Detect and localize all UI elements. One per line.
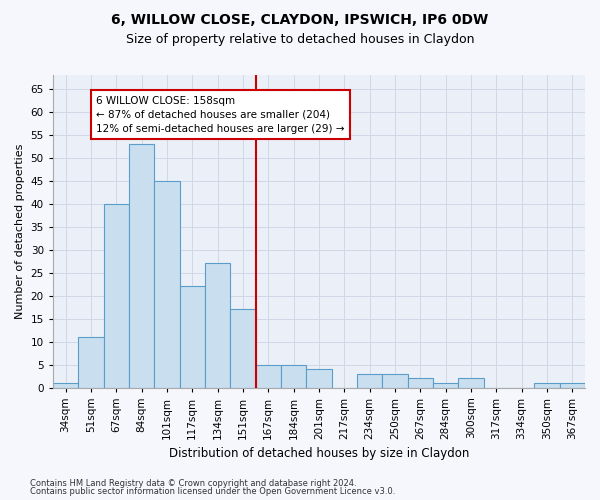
- Bar: [281, 364, 306, 388]
- Bar: [306, 369, 332, 388]
- Bar: [560, 383, 585, 388]
- Bar: [535, 383, 560, 388]
- Bar: [205, 264, 230, 388]
- Text: Contains public sector information licensed under the Open Government Licence v3: Contains public sector information licen…: [30, 488, 395, 496]
- Bar: [53, 383, 78, 388]
- Bar: [256, 364, 281, 388]
- Bar: [230, 310, 256, 388]
- Bar: [78, 337, 104, 388]
- Bar: [458, 378, 484, 388]
- Text: Contains HM Land Registry data © Crown copyright and database right 2024.: Contains HM Land Registry data © Crown c…: [30, 478, 356, 488]
- Y-axis label: Number of detached properties: Number of detached properties: [15, 144, 25, 319]
- Bar: [433, 383, 458, 388]
- Bar: [104, 204, 129, 388]
- Bar: [129, 144, 154, 388]
- Bar: [407, 378, 433, 388]
- Text: 6 WILLOW CLOSE: 158sqm
← 87% of detached houses are smaller (204)
12% of semi-de: 6 WILLOW CLOSE: 158sqm ← 87% of detached…: [96, 96, 344, 134]
- X-axis label: Distribution of detached houses by size in Claydon: Distribution of detached houses by size …: [169, 447, 469, 460]
- Text: 6, WILLOW CLOSE, CLAYDON, IPSWICH, IP6 0DW: 6, WILLOW CLOSE, CLAYDON, IPSWICH, IP6 0…: [112, 12, 488, 26]
- Bar: [357, 374, 382, 388]
- Text: Size of property relative to detached houses in Claydon: Size of property relative to detached ho…: [126, 32, 474, 46]
- Bar: [382, 374, 407, 388]
- Bar: [179, 286, 205, 388]
- Bar: [154, 180, 179, 388]
